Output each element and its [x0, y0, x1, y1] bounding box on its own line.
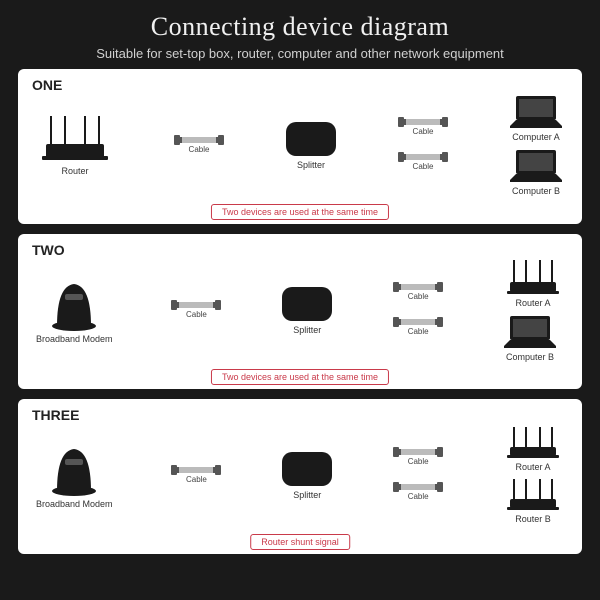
cable-icon	[395, 319, 441, 325]
cable-icon	[395, 449, 441, 455]
note-box: Two devices are used at the same time	[211, 369, 389, 385]
splitter-icon	[284, 120, 338, 158]
right-device-a: Router A	[502, 426, 564, 472]
router-icon	[502, 426, 564, 460]
panel-two: TWO Broadband Modem Cable Splitter Cable…	[18, 234, 582, 389]
right-devices: Computer A Computer B	[508, 94, 564, 196]
note-box: Two devices are used at the same time	[211, 204, 389, 220]
header: Connecting device diagram Suitable for s…	[0, 0, 600, 69]
device-label: Router	[61, 166, 88, 176]
device-label: Splitter	[293, 490, 321, 500]
left-device: Broadband Modem	[36, 441, 113, 509]
cable-label: Cable	[408, 492, 429, 501]
device-label: Router A	[515, 462, 550, 472]
cable-bottom: Cable	[395, 319, 441, 336]
left-device: Broadband Modem	[36, 276, 113, 344]
laptop-icon	[508, 94, 564, 130]
cable-icon	[173, 302, 219, 308]
right-device-a: Computer A	[508, 94, 564, 142]
cable-label: Cable	[413, 127, 434, 136]
cable-bottom: Cable	[395, 484, 441, 501]
device-label: Broadband Modem	[36, 334, 113, 344]
device-label: Computer B	[506, 352, 554, 362]
diagram-row: Broadband Modem Cable Splitter Cable Cab…	[32, 425, 568, 525]
laptop-icon	[508, 148, 564, 184]
splitter: Splitter	[284, 120, 338, 170]
cable-label: Cable	[186, 310, 207, 319]
cable-top: Cable	[395, 449, 441, 466]
cable-left: Cable	[173, 302, 219, 319]
right-device-a: Router A	[502, 258, 564, 308]
right-device-b: Router B	[502, 478, 564, 524]
router-icon	[502, 478, 564, 512]
modem-icon	[45, 441, 103, 497]
splitter-icon	[280, 285, 334, 323]
panel-three: THREE Broadband Modem Cable Splitter Cab…	[18, 399, 582, 554]
cable-label: Cable	[408, 327, 429, 336]
modem-icon	[45, 276, 103, 332]
device-label: Router B	[515, 514, 551, 524]
cable-icon	[173, 467, 219, 473]
cables-right: Cable Cable	[400, 119, 446, 171]
page-title: Connecting device diagram	[20, 12, 580, 42]
panels-container: ONE Router Cable Splitter Cable Cable	[0, 69, 600, 572]
note-box: Router shunt signal	[250, 534, 350, 550]
cable-label: Cable	[413, 162, 434, 171]
cable-bottom: Cable	[400, 154, 446, 171]
cable-icon	[400, 119, 446, 125]
device-label: Computer A	[512, 132, 560, 142]
splitter: Splitter	[280, 285, 334, 335]
page-subtitle: Suitable for set-top box, router, comput…	[20, 46, 580, 61]
panel-label: ONE	[32, 77, 568, 93]
panel-label: TWO	[32, 242, 568, 258]
device-label: Router A	[515, 298, 550, 308]
device-label: Splitter	[297, 160, 325, 170]
splitter-icon	[280, 450, 334, 488]
right-device-b: Computer B	[502, 314, 558, 362]
left-device: Router	[36, 114, 114, 176]
cables-right: Cable Cable	[395, 449, 441, 501]
right-device-b: Computer B	[508, 148, 564, 196]
panel-label: THREE	[32, 407, 568, 423]
cable-top: Cable	[400, 119, 446, 136]
cable-label: Cable	[186, 475, 207, 484]
cable-left: Cable	[176, 137, 222, 154]
panel-one: ONE Router Cable Splitter Cable Cable	[18, 69, 582, 224]
device-label: Broadband Modem	[36, 499, 113, 509]
cable-label: Cable	[189, 145, 210, 154]
splitter: Splitter	[280, 450, 334, 500]
device-label: Computer B	[512, 186, 560, 196]
cable-icon	[395, 484, 441, 490]
cable-label: Cable	[408, 292, 429, 301]
right-devices: Router A Computer B	[502, 258, 564, 362]
diagram-row: Router Cable Splitter Cable Cable Comput…	[32, 95, 568, 195]
cable-icon	[176, 137, 222, 143]
right-devices: Router A Router B	[502, 426, 564, 524]
cable-top: Cable	[395, 284, 441, 301]
cable-left: Cable	[173, 467, 219, 484]
cable-icon	[400, 154, 446, 160]
cables-right: Cable Cable	[395, 284, 441, 336]
router-icon	[36, 114, 114, 164]
cable-label: Cable	[408, 457, 429, 466]
laptop-icon	[502, 314, 558, 350]
router-icon	[502, 258, 564, 296]
diagram-row: Broadband Modem Cable Splitter Cable Cab…	[32, 260, 568, 360]
device-label: Splitter	[293, 325, 321, 335]
cable-icon	[395, 284, 441, 290]
